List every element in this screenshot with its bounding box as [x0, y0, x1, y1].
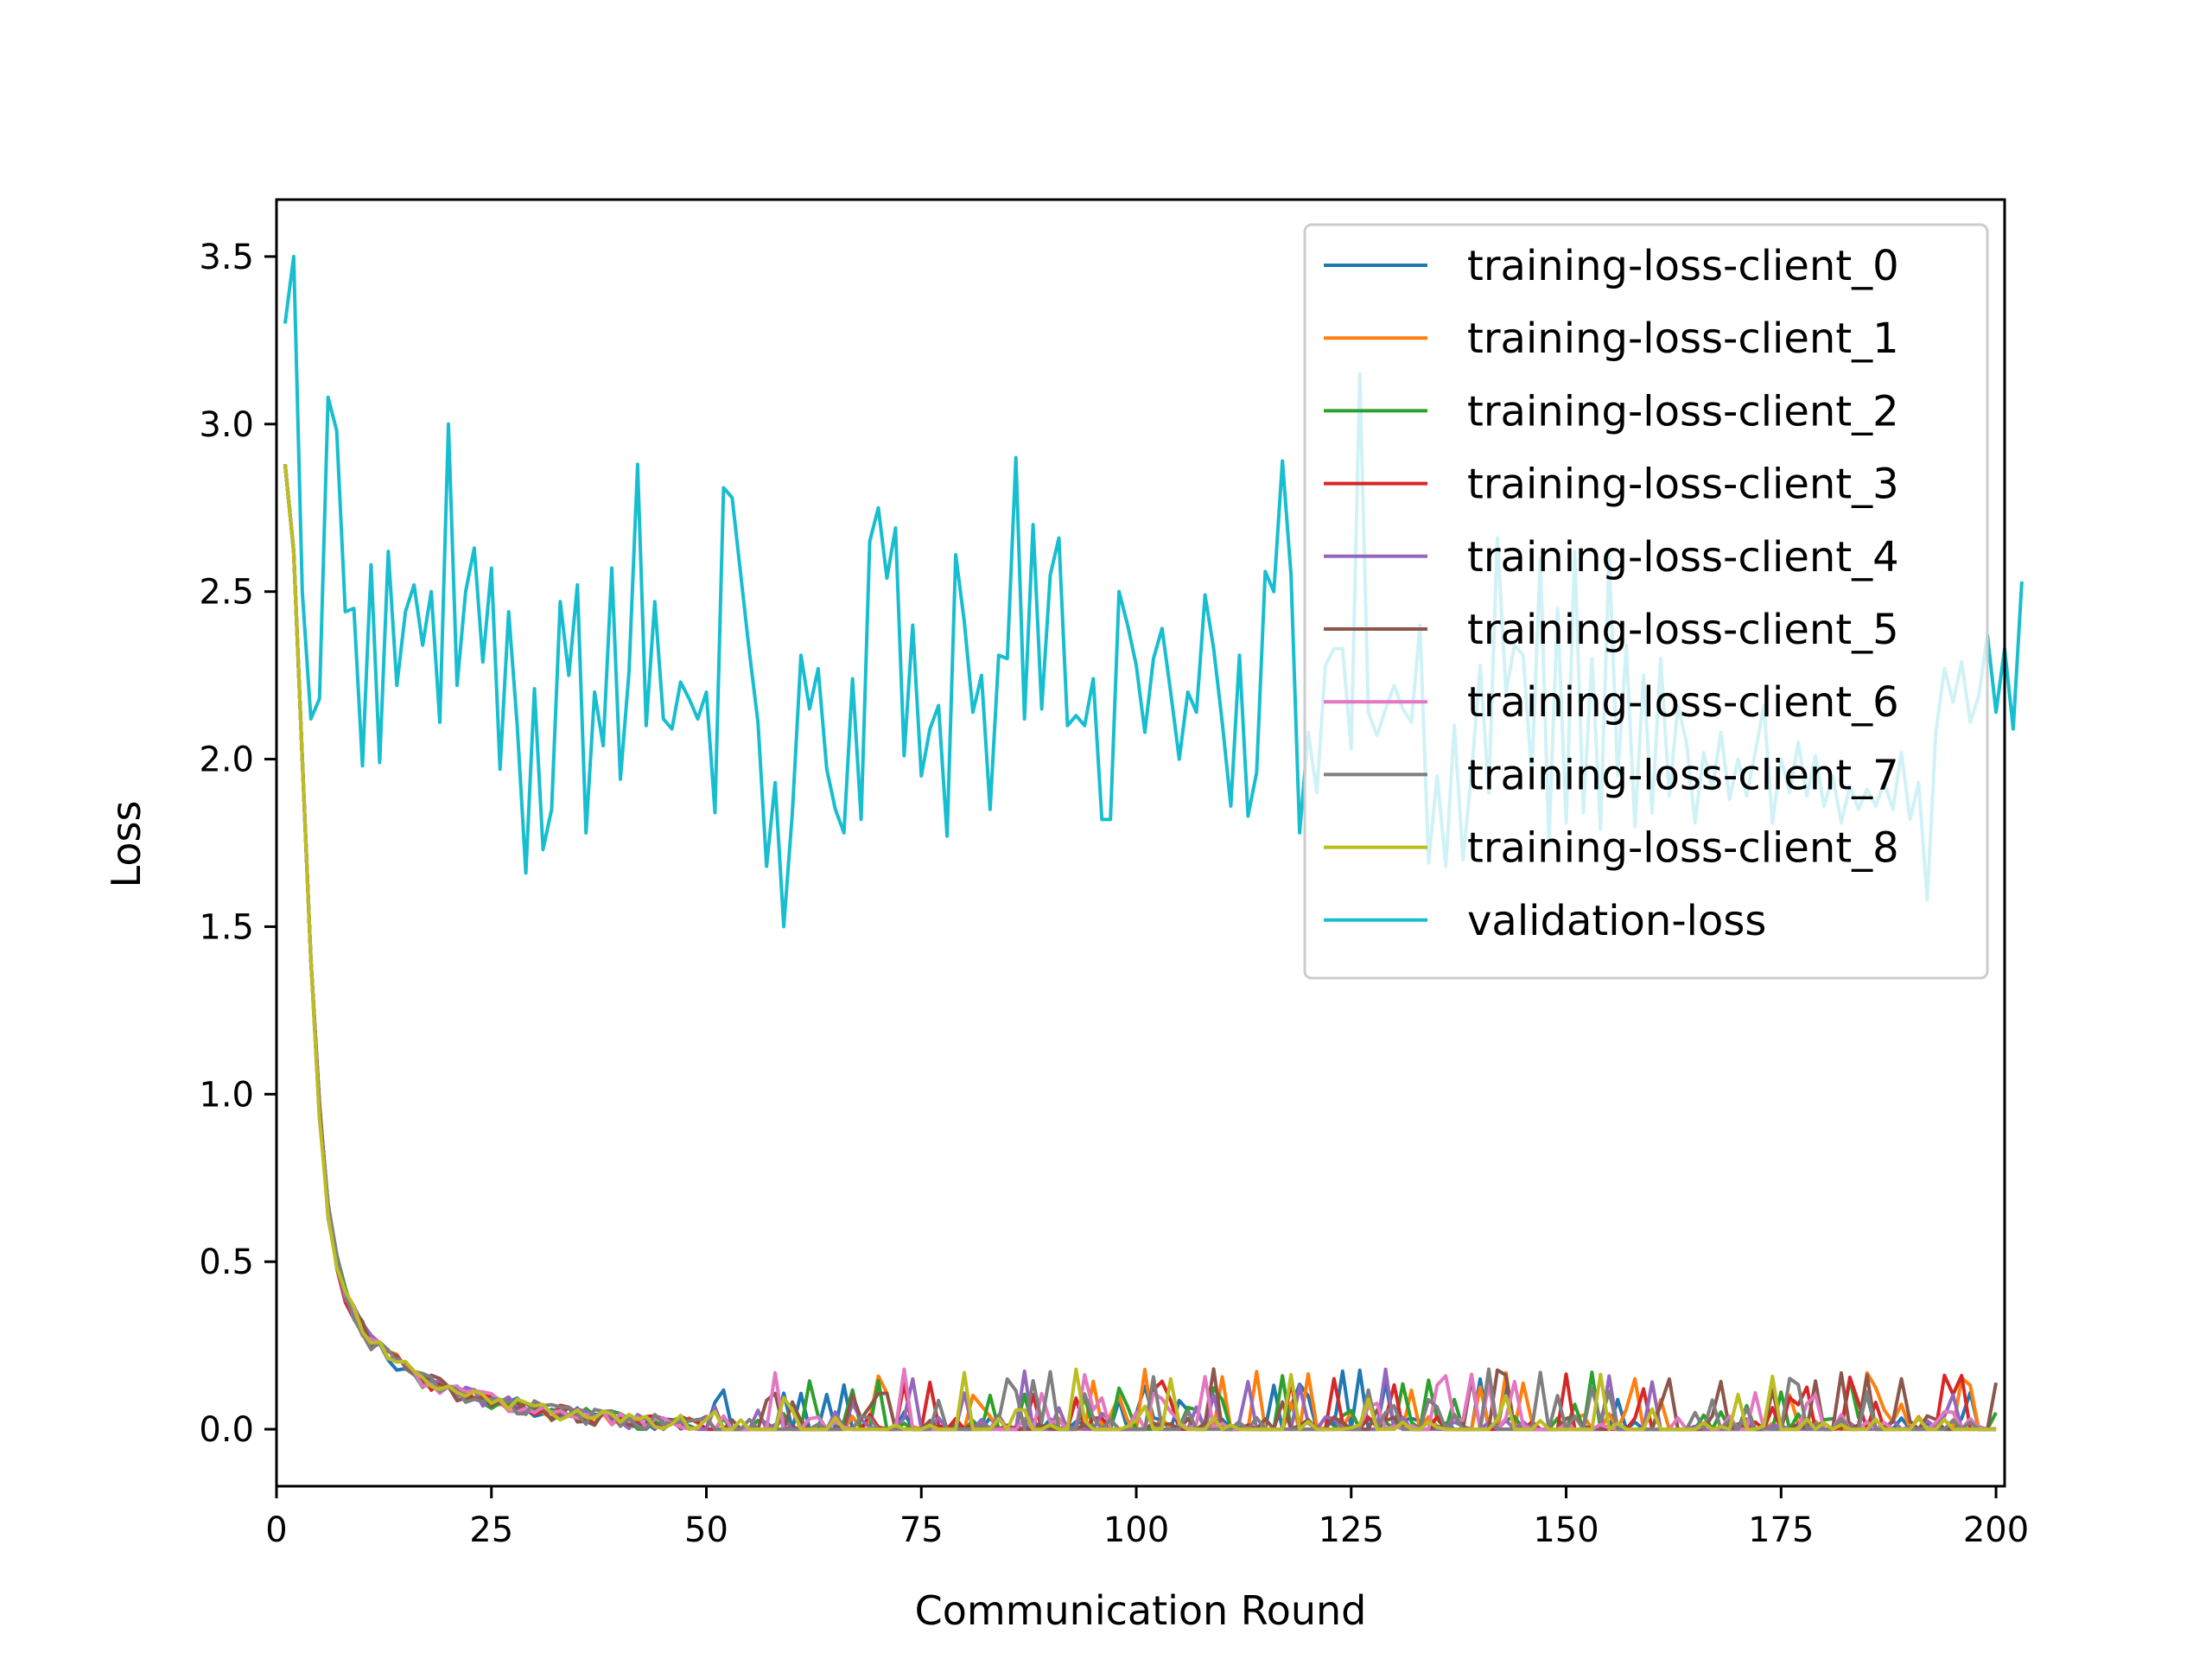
legend-entry: training-loss-client_2 [1467, 387, 1899, 435]
y-tick-label: 1.0 [199, 1075, 254, 1115]
legend-entry: training-loss-client_3 [1467, 461, 1899, 509]
y-tick-label: 3.5 [199, 238, 254, 277]
legend-box [1303, 223, 1989, 980]
y-axis-label: Loss [103, 801, 149, 888]
y-tick-label: 1.5 [199, 907, 254, 947]
legend-entry: training-loss-client_6 [1467, 678, 1899, 727]
x-tick-label: 100 [1103, 1510, 1169, 1550]
axes-frame [275, 198, 2006, 1488]
legend-entry: training-loss-client_7 [1467, 751, 1899, 799]
legend-entry: training-loss-client_8 [1467, 824, 1899, 873]
legend: training-loss-client_0 training-loss-clie… [1303, 223, 1989, 980]
legend-entry: training-loss-client_1 [1467, 315, 1899, 363]
y-axis: 0.0 0.5 1.0 1.5 2.0 2.5 3.0 3.5 [199, 238, 276, 1450]
x-tick-label: 175 [1748, 1510, 1814, 1550]
y-tick-label: 0.5 [199, 1243, 254, 1282]
x-tick-label: 75 [899, 1510, 944, 1550]
x-tick-label: 25 [469, 1510, 513, 1550]
x-tick-label: 0 [265, 1510, 287, 1550]
series-line-training-loss-client_7 [283, 464, 1997, 1432]
y-tick-label: 3.0 [199, 405, 254, 445]
x-tick-label: 50 [684, 1510, 728, 1550]
y-tick-label: 0.0 [199, 1410, 254, 1450]
y-tick-label: 2.0 [199, 741, 254, 780]
x-axis: 0 25 50 75 100 125 150 175 200 [265, 1486, 2029, 1550]
x-tick-label: 125 [1319, 1510, 1384, 1550]
x-axis-label: Communication Round [915, 1587, 1367, 1634]
legend-entry: validation-loss [1467, 897, 1766, 945]
series-line-training-loss-client_8 [283, 464, 1997, 1432]
legend-entry: training-loss-client_4 [1467, 533, 1899, 582]
legend-entry: training-loss-client_0 [1467, 242, 1899, 290]
x-tick-label: 200 [1963, 1510, 2029, 1550]
x-tick-label: 150 [1533, 1510, 1599, 1550]
legend-entry: training-loss-client_5 [1467, 606, 1899, 654]
y-tick-label: 2.5 [199, 573, 254, 613]
